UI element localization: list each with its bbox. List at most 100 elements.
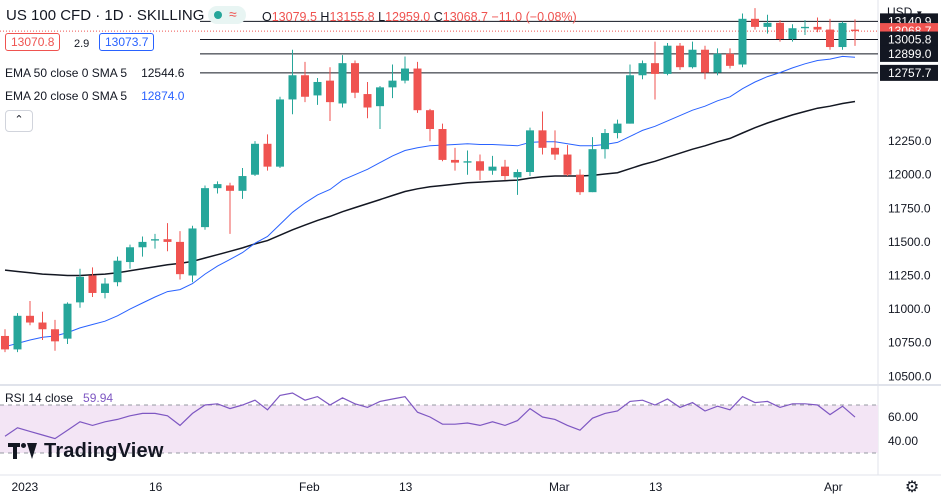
candle-body[interactable] [288,75,297,100]
candle-body[interactable] [238,176,247,191]
candle-body[interactable] [513,172,522,178]
candle-body[interactable] [76,276,84,303]
candle-body[interactable] [51,329,59,342]
candle-body[interactable] [426,110,434,130]
market-open-icon [214,11,222,19]
candle-body[interactable] [463,161,472,163]
candle-body[interactable] [213,184,222,189]
settings-gear-icon[interactable]: ⚙ [904,479,920,496]
price-tick-label: 12250.0 [888,134,932,148]
chevron-down-icon: ▼ [915,9,924,18]
candle-body[interactable] [476,161,484,171]
candle-body[interactable] [313,81,322,96]
candle-body[interactable] [626,75,634,124]
collapse-legend-button[interactable]: ⌃ [5,110,33,132]
candle-body[interactable] [676,45,684,68]
candle-body[interactable] [738,18,747,65]
symbol-title[interactable]: US 100 CFD · 1D · SKILLING [6,7,205,24]
candle-body[interactable] [776,22,784,39]
tradingview-mark-icon [8,443,38,459]
candle-body[interactable] [601,133,609,150]
candle-body[interactable] [451,159,459,163]
price-level-label: 12899.0 [888,47,932,61]
ema50-line[interactable] [4,100,856,277]
candle-body[interactable] [488,166,497,171]
candle-body[interactable] [588,149,597,193]
market-status-badge[interactable]: ≈ [208,6,246,24]
currency-menu[interactable]: USD ▼ [887,5,924,19]
candle-body[interactable] [226,185,234,191]
ema20-legend[interactable]: EMA 20 close 0 SMA 5 12874.0 [5,89,185,103]
ema20-line[interactable] [4,55,856,348]
candle-body[interactable] [638,63,647,76]
candle-body[interactable] [401,68,409,81]
candle-body[interactable] [563,154,572,175]
candle-body[interactable] [701,49,709,73]
candle-body[interactable] [501,166,509,177]
candle-body[interactable] [388,80,397,88]
candle-body[interactable] [163,239,172,242]
candle-body[interactable] [113,260,122,283]
candle-body[interactable] [251,143,259,175]
tradingview-logo[interactable]: TradingView [8,440,164,463]
candle-body[interactable] [526,130,534,173]
price-level-label: 13005.8 [888,33,932,47]
candle-body[interactable] [551,147,559,155]
price-tick-label: 11500.0 [888,235,931,249]
candle-body[interactable] [788,28,797,39]
candle-body[interactable] [651,63,659,74]
candle-body[interactable] [613,123,622,134]
candle-body[interactable] [276,99,284,167]
candle-body[interactable] [138,241,147,248]
candle-body[interactable] [188,228,197,276]
candle-body[interactable] [338,63,347,104]
candle-body[interactable] [176,241,184,275]
candle-body[interactable] [413,68,422,111]
price-level-label: 12757.7 [888,66,932,80]
candle-body[interactable] [88,275,97,293]
candle-body[interactable] [801,26,809,29]
buy-price-button[interactable]: 13073.7 [99,33,155,51]
candle-body[interactable] [813,26,822,30]
price-tick-label: 10500.0 [888,369,932,383]
rsi-line[interactable] [4,392,856,440]
candle-body[interactable] [726,53,734,66]
price-level-label-bg [880,64,938,81]
candle-body[interactable] [326,80,334,103]
candle-body[interactable] [713,53,722,73]
candle-body[interactable] [63,303,72,339]
candle-body[interactable] [26,315,34,323]
candle-body[interactable] [838,22,847,48]
price-level-label-bg [880,31,938,48]
price-tick-label: 10750.0 [888,336,932,350]
rsi-tick-label: 40.00 [888,434,918,448]
candle-body[interactable] [13,315,22,350]
candle-body[interactable] [1,335,9,350]
candle-body[interactable] [663,45,672,74]
price-tick-label: 11250.0 [888,268,931,282]
candle-body[interactable] [201,188,209,228]
candle-body[interactable] [763,22,772,27]
candle-body[interactable] [538,130,547,148]
candle-body[interactable] [151,239,159,241]
ema50-legend[interactable]: EMA 50 close 0 SMA 5 12544.6 [5,66,185,80]
candle-body[interactable] [351,63,359,93]
candle-body[interactable] [126,247,134,263]
candle-body[interactable] [688,49,697,68]
candle-body[interactable] [38,322,47,330]
candle-body[interactable] [751,18,759,27]
rsi-legend[interactable]: RSI 14 close 59.94 [5,391,114,405]
sell-price-button[interactable]: 13070.8 [5,33,61,51]
candle-body[interactable] [826,29,834,48]
candle-body[interactable] [376,87,384,107]
wave-icon: ≈ [229,6,237,22]
candle-body[interactable] [263,143,272,167]
candle-body[interactable] [101,283,109,293]
candle-body[interactable] [438,129,447,160]
candle-body[interactable] [363,94,372,108]
time-axis-label: Apr [824,480,843,494]
candle-body[interactable] [851,29,859,32]
candle-body[interactable] [576,174,584,193]
candle-body[interactable] [301,75,309,97]
